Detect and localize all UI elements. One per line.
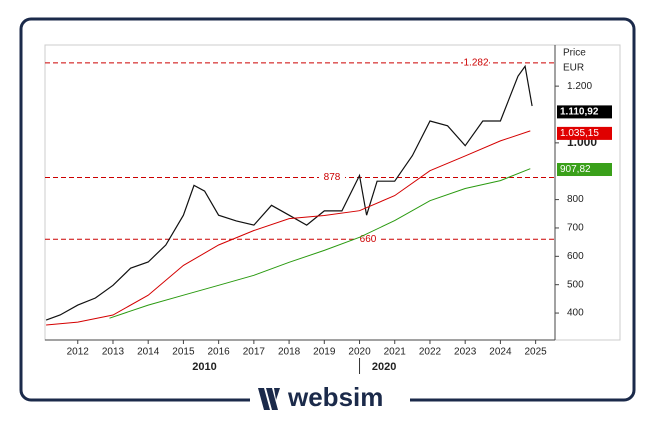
reference-label: 1.282 (463, 58, 488, 69)
x-tick-label: 2013 (102, 347, 125, 358)
brand: websim (287, 382, 383, 412)
x-tick-label: 2014 (137, 347, 160, 358)
x-tick-label: 2024 (489, 347, 512, 358)
reference-label: 878 (324, 172, 341, 183)
x-tick-label: 2018 (278, 347, 301, 358)
value-tag (557, 105, 612, 119)
x-tick-label: 2025 (525, 347, 548, 358)
y-tick-label: 600 (567, 251, 584, 262)
x-tick-label: 2019 (313, 347, 336, 358)
price-line (45, 64, 533, 321)
x-tick-label: 2017 (243, 347, 266, 358)
reference-label-bg (319, 171, 345, 184)
logo-icon (258, 388, 280, 410)
moving-average (109, 168, 531, 319)
y-tick-label: 400 (567, 308, 584, 319)
moving-average (46, 130, 531, 326)
reference-label-bg (463, 56, 489, 69)
x-tick-label: 2022 (419, 347, 442, 358)
x-tick-label: 2015 (172, 347, 195, 358)
y-unit: EUR (563, 63, 584, 74)
y-label: Price (563, 48, 586, 59)
x-tick-label: 2023 (454, 347, 477, 358)
y-tick-label: 500 (567, 279, 584, 290)
x-tick-label: 2012 (67, 347, 90, 358)
value-tag (557, 126, 612, 140)
x-tick-label: 2020 (348, 347, 371, 358)
x-tick-label: 2016 (208, 347, 231, 358)
period-label: 2010 (192, 361, 216, 373)
period-label: 2020 (372, 361, 396, 373)
x-tick-label: 2021 (384, 347, 407, 358)
value-tag-label: 1.110,92 (560, 107, 599, 118)
y-tick-label: 1.200 (567, 81, 592, 92)
y-tick-label: 800 (567, 194, 584, 205)
value-tag-label: 907,82 (560, 164, 591, 175)
value-tag (557, 163, 612, 177)
reference-label: 660 (360, 234, 377, 245)
value-tag-label: 1.035,15 (560, 128, 599, 139)
y-tick-label: 700 (567, 223, 584, 234)
